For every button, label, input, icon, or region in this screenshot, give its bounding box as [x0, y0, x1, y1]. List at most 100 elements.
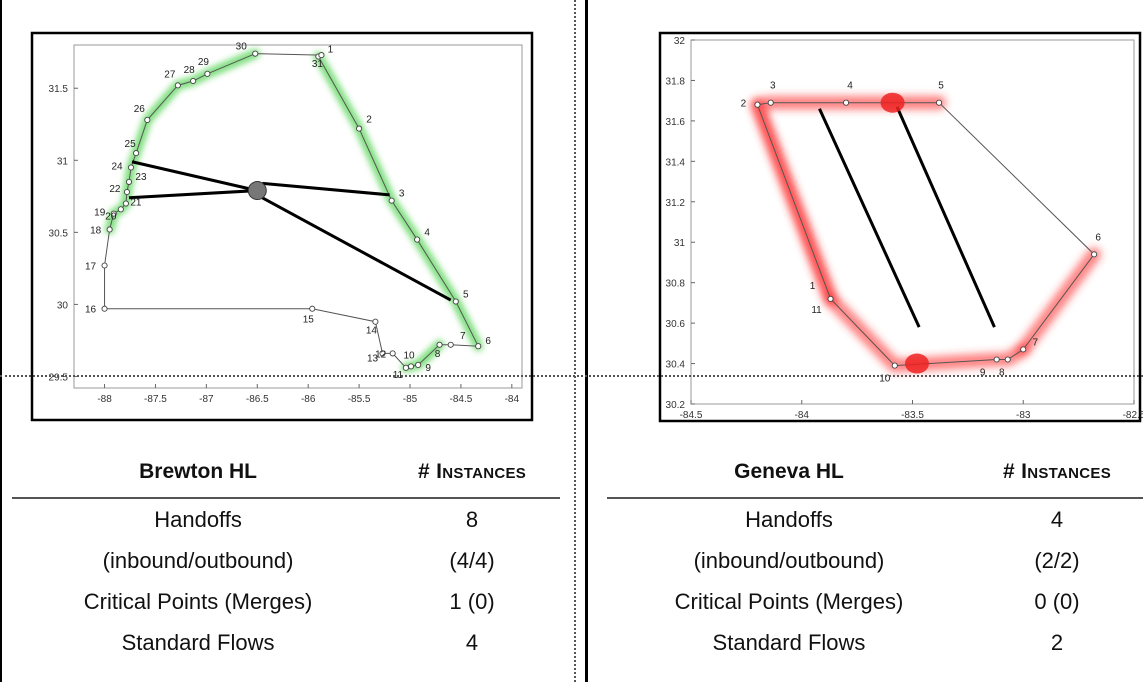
x-tick-label: -85.5 [348, 394, 371, 405]
row-value: (4/4) [449, 547, 495, 573]
point-label: 27 [164, 69, 176, 80]
hotspot-marker [904, 353, 929, 374]
point-label: 8 [435, 349, 441, 360]
row-label: Handoffs [154, 506, 242, 532]
y-tick-label: 31.5 [49, 84, 69, 95]
point-label: 21 [130, 198, 142, 209]
y-tick-label: 31.6 [666, 117, 686, 128]
boundary-point [436, 341, 443, 348]
point-label: 6 [1095, 232, 1101, 243]
boundary-point [379, 350, 386, 357]
geneva-table-title: Geneva HL [734, 460, 844, 483]
point-label: 1 [810, 281, 816, 292]
boundary-point [106, 226, 113, 233]
boundary-point [123, 188, 130, 196]
y-tick-label: 31 [57, 156, 69, 167]
boundary-point [414, 236, 421, 243]
point-label: 30 [236, 42, 248, 53]
table-row: Handoffs 8 [12, 498, 560, 540]
x-tick-label: -82.5 [1123, 410, 1143, 421]
row-value: 8 [465, 506, 479, 532]
boundary-point [110, 210, 117, 217]
table-row: Standard Flows 2 [607, 622, 1143, 663]
boundary-point [827, 295, 834, 302]
row-label: Handoffs [745, 506, 833, 532]
point-label: 10 [403, 350, 415, 361]
point-label: 31 [312, 59, 324, 70]
point-label: 5 [938, 81, 944, 92]
point-label: 2 [741, 99, 747, 110]
brewton-table-title: Brewton HL [139, 460, 257, 483]
row-value: 4 [1050, 506, 1064, 532]
row-label: Standard Flows [121, 629, 275, 655]
point-label: 26 [134, 104, 146, 115]
standard-flow-line [261, 196, 452, 302]
table-row: Critical Points (Merges) 1 (0) [12, 581, 560, 622]
boundary-point [174, 82, 181, 89]
point-label: 3 [399, 189, 405, 200]
x-tick-label: -83.5 [901, 410, 924, 421]
boundary-point [144, 116, 151, 123]
y-tick-label: 30.4 [666, 360, 686, 371]
boundary-point [936, 99, 943, 106]
y-tick-label: 30 [57, 300, 69, 311]
standard-flow-line [818, 108, 921, 328]
panel-divider [585, 0, 588, 682]
hotspot-marker [880, 92, 905, 113]
row-value: 2 [1050, 629, 1064, 655]
brewton-table: Brewton HL # INSTANCES Handoffs 8 (inboun… [12, 447, 560, 663]
table-row: (inbound/outbound) (4/4) [12, 540, 560, 581]
x-tick-label: -84 [505, 394, 520, 405]
point-label: 15 [303, 315, 315, 326]
boundary-point [407, 363, 415, 370]
point-label: 4 [847, 81, 853, 92]
point-label: 6 [485, 336, 491, 347]
instances-column-header: # INSTANCES [1002, 460, 1111, 483]
boundary-point [101, 262, 108, 269]
x-tick-label: -86.5 [246, 394, 269, 405]
table-row: (inbound/outbound) (2/2) [607, 540, 1143, 581]
standard-flow-line [128, 189, 258, 200]
row-label: (inbound/outbound) [693, 547, 885, 573]
boundary-point [252, 50, 259, 57]
y-tick-label: 29.5 [49, 372, 69, 383]
y-tick-label: 31.4 [666, 157, 686, 168]
point-label: 18 [90, 225, 102, 236]
point-label: 3 [770, 81, 776, 92]
brewton-panel: -88 -87.5 -87 -86.5 -86 -85.5 -85 -84.5 -84 29.5 3… [0, 0, 560, 682]
row-value: 1 (0) [449, 588, 495, 614]
point-label: 24 [111, 162, 123, 173]
x-tick-label: -83 [1016, 410, 1031, 421]
point-label: 28 [184, 65, 196, 76]
x-tick-label: -84.5 [680, 410, 703, 421]
standard-flow-line [131, 160, 258, 193]
point-label: 7 [1032, 337, 1038, 348]
point-label: 19 [94, 208, 106, 219]
point-label: 2 [366, 115, 372, 126]
boundary-point [101, 305, 108, 312]
boundary-point [767, 99, 774, 106]
boundary-point [190, 77, 197, 85]
geneva-table: Geneva HL # INSTANCES Handoffs 4 (inbound… [607, 447, 1143, 663]
row-label: Critical Points (Merges) [83, 588, 313, 614]
x-tick-label: -86 [301, 394, 316, 405]
y-tick-label: 30.6 [666, 319, 686, 330]
boundary-point [127, 164, 135, 171]
row-value: 0 (0) [1034, 588, 1080, 614]
point-label: 13 [367, 353, 379, 364]
point-label: 16 [85, 305, 97, 316]
boundary-outline [104, 53, 480, 369]
row-value: (2/2) [1034, 547, 1080, 573]
boundary-point [447, 341, 454, 348]
y-tick-label: 30.8 [666, 279, 686, 290]
boundary-point [356, 125, 363, 132]
point-label: 10 [879, 374, 891, 385]
point-label: 14 [366, 326, 378, 337]
y-tick-label: 30.2 [666, 400, 686, 411]
geneva-panel: -84.5 -84 -83.5 -83 -82.5 30.2 30.4 30.6 30.8 3 1 3… [578, 0, 1143, 682]
standard-flow-line [895, 106, 996, 328]
brewton-plot: -88 -87.5 -87 -86.5 -86 -85.5 -85 -84.5 -84 29.5 3… [30, 31, 534, 422]
x-tick-label: -84 [795, 410, 810, 421]
point-label: 25 [125, 139, 137, 150]
y-tick-label: 31.2 [666, 198, 686, 209]
